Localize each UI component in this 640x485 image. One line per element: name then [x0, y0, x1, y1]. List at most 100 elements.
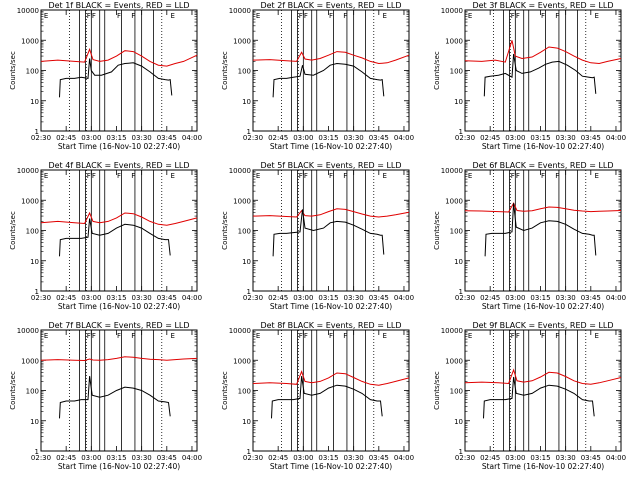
flag-label: F	[87, 332, 91, 340]
y-axis-label: Counts/sec	[221, 51, 229, 90]
x-tick-label: 03:30	[556, 134, 576, 142]
y-tick-label: 1	[35, 448, 39, 456]
events-series-line	[271, 376, 383, 419]
x-tick-label: 04:00	[606, 134, 626, 142]
x-tick-label: 02:45	[268, 454, 288, 462]
lld-series-line	[40, 211, 198, 226]
y-tick-label: 1	[247, 288, 251, 296]
x-axis-label: Start Time (16-Nov-10 02:27:40)	[58, 302, 180, 311]
corner-mark: E	[256, 332, 260, 340]
flag-label: F	[117, 172, 121, 180]
y-axis-label: Counts/sec	[433, 211, 441, 250]
x-axis-label: Start Time (16-Nov-10 02:27:40)	[482, 462, 604, 471]
panel-title: Det 8f BLACK = Events, RED = LLD	[260, 321, 401, 330]
x-tick-label: 04:00	[182, 294, 202, 302]
events-series-line	[59, 58, 173, 98]
corner-mark: E	[594, 172, 598, 180]
corner-mark: E	[382, 332, 386, 340]
x-tick-label: 02:45	[268, 294, 288, 302]
x-tick-label: 04:00	[394, 294, 414, 302]
panel-title: Det 2f BLACK = Events, RED = LLD	[260, 1, 401, 10]
y-tick-label: 1000	[445, 357, 463, 365]
flag-label: F	[299, 332, 303, 340]
flag-label: F	[329, 332, 333, 340]
y-tick-label: 10	[242, 418, 251, 426]
y-tick-label: 1	[247, 448, 251, 456]
corner-mark: E	[44, 332, 48, 340]
x-tick-label: 03:15	[106, 454, 126, 462]
y-tick-label: 1	[459, 288, 463, 296]
y-tick-label: 10000	[441, 327, 463, 335]
y-tick-label: 10000	[17, 167, 39, 175]
plot-frame	[40, 9, 198, 132]
panel-title: Det 1f BLACK = Events, RED = LLD	[48, 1, 189, 10]
y-tick-label: 10000	[229, 167, 251, 175]
flag-label: F	[541, 12, 545, 20]
x-tick-label: 02:45	[268, 134, 288, 142]
y-tick-label: 10	[242, 98, 251, 106]
y-tick-label: 10000	[229, 327, 251, 335]
x-tick-label: 03:15	[318, 294, 338, 302]
x-tick-label: 04:00	[182, 134, 202, 142]
x-tick-label: 02:45	[480, 454, 500, 462]
x-tick-label: 03:30	[132, 294, 152, 302]
x-tick-label: 02:30	[31, 134, 51, 142]
x-tick-label: 03:30	[344, 294, 364, 302]
y-tick-label: 100	[26, 228, 39, 236]
flag-label: F	[92, 332, 96, 340]
corner-mark: E	[256, 12, 260, 20]
x-tick-label: 03:45	[157, 294, 177, 302]
corner-mark: E	[468, 172, 472, 180]
flag-label: F	[343, 332, 347, 340]
y-tick-label: 100	[450, 68, 463, 76]
lld-series-line	[252, 208, 410, 218]
flag-label: F	[87, 12, 91, 20]
x-axis-label: Start Time (16-Nov-10 02:27:40)	[58, 142, 180, 151]
flag-label: F	[299, 172, 303, 180]
y-tick-label: 1	[247, 128, 251, 136]
y-tick-label: 10	[454, 418, 463, 426]
y-axis-label: Counts/sec	[221, 211, 229, 250]
y-tick-label: 100	[238, 228, 251, 236]
y-tick-label: 100	[238, 388, 251, 396]
x-tick-label: 02:45	[480, 294, 500, 302]
x-tick-label: 03:45	[581, 134, 601, 142]
flag-label: F	[516, 12, 520, 20]
plot-frame	[40, 329, 198, 452]
x-tick-label: 03:00	[81, 294, 101, 302]
x-axis-label: Start Time (16-Nov-10 02:27:40)	[482, 142, 604, 151]
y-tick-label: 1000	[21, 37, 39, 45]
corner-mark: E	[382, 172, 386, 180]
flag-label: F	[541, 332, 545, 340]
corner-mark: E	[594, 12, 598, 20]
corner-mark: E	[594, 332, 598, 340]
corner-mark: E	[170, 12, 174, 20]
events-series-line	[272, 62, 385, 98]
x-tick-label: 03:30	[344, 454, 364, 462]
corner-mark: E	[170, 172, 174, 180]
y-tick-label: 10000	[17, 7, 39, 15]
flag-label: F	[131, 12, 135, 20]
x-tick-label: 03:30	[556, 454, 576, 462]
x-tick-label: 03:00	[81, 454, 101, 462]
panel-title: Det 4f BLACK = Events, RED = LLD	[48, 161, 189, 170]
x-tick-label: 03:15	[318, 134, 338, 142]
x-tick-label: 04:00	[182, 454, 202, 462]
corner-mark: E	[44, 12, 48, 20]
plot-frame	[464, 329, 622, 452]
x-tick-label: 02:45	[56, 134, 76, 142]
y-tick-label: 10000	[441, 167, 463, 175]
y-axis-label: Counts/sec	[9, 371, 17, 410]
flag-label: F	[92, 172, 96, 180]
y-tick-label: 1	[459, 128, 463, 136]
x-axis-label: Start Time (16-Nov-10 02:27:40)	[270, 302, 392, 311]
x-tick-label: 03:00	[505, 134, 525, 142]
x-tick-label: 03:45	[581, 454, 601, 462]
x-tick-label: 03:45	[157, 134, 177, 142]
x-tick-label: 02:30	[455, 294, 475, 302]
lld-series-line	[464, 202, 622, 213]
flag-label: F	[516, 172, 520, 180]
